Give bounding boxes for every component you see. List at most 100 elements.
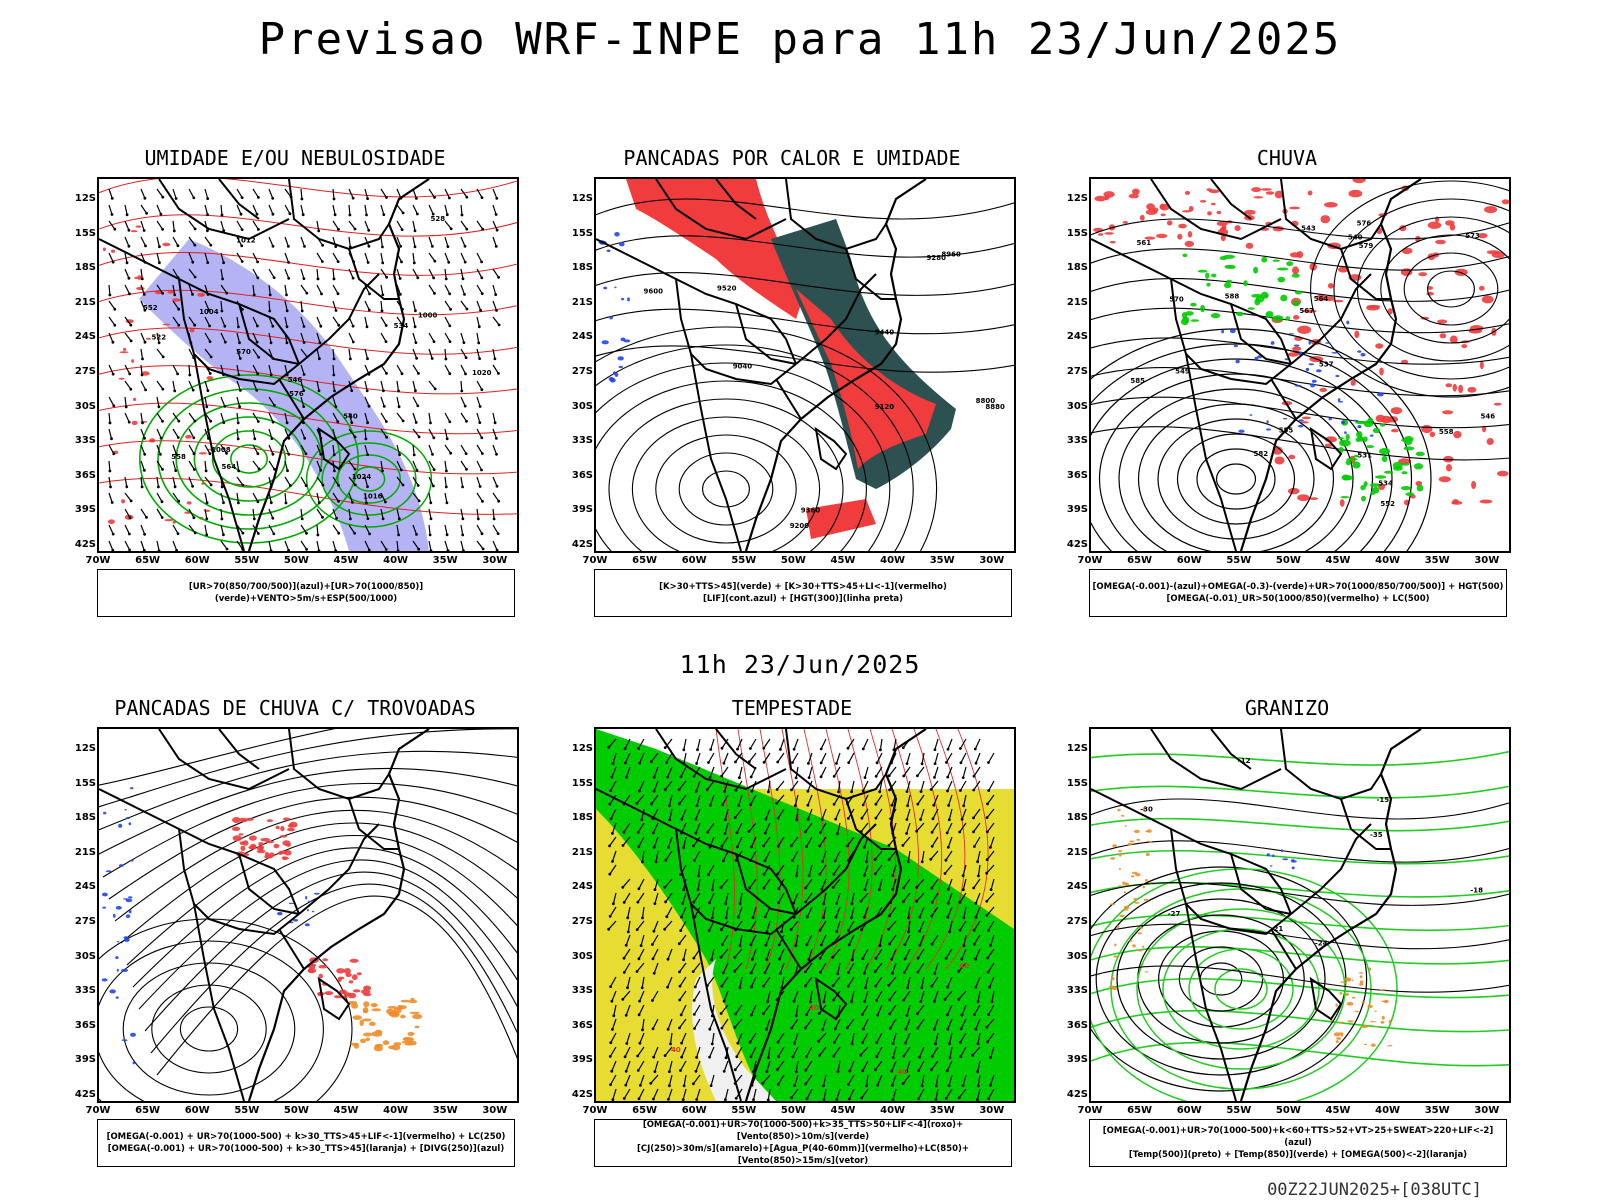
longitude-tick-label: 55W xyxy=(1226,555,1252,566)
longitude-tick-label: 45W xyxy=(830,555,856,566)
contour-label: 40 xyxy=(809,1004,819,1012)
contour-label: 552 xyxy=(143,304,158,312)
legend-line: [OMEGA(-0.001)+UR>70(1000-500)+k>35_TTS>… xyxy=(642,1120,964,1142)
latitude-tick-label: 30S xyxy=(571,950,593,962)
legend-line: [Temp(500)](preto) + [Temp(850)](verde) … xyxy=(1128,1150,1468,1160)
contour-label: 1012 xyxy=(236,236,256,244)
latitude-tick-label: 36S xyxy=(1066,1019,1088,1031)
longitude-tick-label: 35W xyxy=(929,1105,955,1116)
longitude-tick-label: 30W xyxy=(979,555,1005,566)
contour-label: -15 xyxy=(1377,796,1390,804)
longitude-tick-label: 60W xyxy=(681,1105,707,1116)
forecast-run-label: 00Z22JUN2025+[038UTC] xyxy=(1267,1180,1482,1200)
forecast-map: 1016 1012 1008 1004 1000 1024 1020 570 576 564 558… xyxy=(97,177,519,553)
contour-label: 9360 xyxy=(801,507,821,515)
latitude-tick-label: 27S xyxy=(571,366,593,377)
contour-label: -27 xyxy=(1168,910,1181,918)
longitude-tick-label: 70W xyxy=(1077,555,1103,566)
latitude-tick-label: 12S xyxy=(571,193,593,204)
longitude-tick-label: 65W xyxy=(135,1105,161,1116)
latitude-tick-label: 36S xyxy=(74,1019,96,1031)
forecast-map xyxy=(97,727,519,1103)
contour-label: -18 xyxy=(1470,887,1483,895)
latitude-tick-label: 42S xyxy=(1066,539,1088,550)
latitude-tick-label: 24S xyxy=(74,331,96,343)
latitude-tick-label: 42S xyxy=(74,1089,96,1100)
panel-chuva: CHUVA 588 585 582 579 576 573 570 567 564 561 558 55… xyxy=(1052,146,1522,636)
latitude-tick-label: 33S xyxy=(571,435,593,447)
latitude-tick-label: 42S xyxy=(571,1089,593,1100)
latitude-tick-label: 12S xyxy=(1066,743,1088,754)
latitude-tick-label: 42S xyxy=(74,539,96,550)
legend-line: [OMEGA(-0.001)-(azul)+OMEGA(-0.3)-(verde… xyxy=(1092,582,1504,592)
latitude-tick-label: 24S xyxy=(1066,331,1088,343)
latitude-tick-label: 39S xyxy=(571,504,593,516)
latitude-tick-label: 33S xyxy=(1066,435,1088,447)
legend-line: [OMEGA(-0.001)+UR>70(1000-500)+k<60+TTS>… xyxy=(1102,1126,1494,1148)
longitude-tick-label: 45W xyxy=(333,555,359,566)
contour-label: 1020 xyxy=(472,369,492,377)
contour-label: 531 xyxy=(1357,452,1372,460)
contour-label: 1024 xyxy=(352,473,372,481)
panel-trovoadas: PANCADAS DE CHUVA C/ TROVOADAS 12S 15S 18S 2… xyxy=(60,696,530,1186)
main-title: Previsao WRF-INPE para 11h 23/Jun/2025 xyxy=(258,14,1342,65)
contour-label: 576 xyxy=(289,390,304,398)
latitude-tick-label: 36S xyxy=(1066,469,1088,481)
contour-label: 558 xyxy=(171,453,186,461)
latitude-tick-label: 42S xyxy=(571,539,593,550)
latitude-tick-label: 39S xyxy=(1066,504,1088,516)
longitude-tick-label: 60W xyxy=(681,555,707,566)
latitude-tick-label: 42S xyxy=(1066,1089,1088,1100)
legend-line: [CJ(250)>30m/s](amarelo)+[Agua_P(40-60mm… xyxy=(636,1144,970,1166)
longitude-tick-label: 35W xyxy=(1424,555,1450,566)
contour-label: 534 xyxy=(394,322,409,330)
longitude-tick-label: 55W xyxy=(234,555,260,566)
latitude-tick-label: 15S xyxy=(74,227,96,239)
map-canvas: -12 -15 -18 -21 -24 -27 -30 -35 xyxy=(1091,729,1509,1101)
latitude-tick-label: 30S xyxy=(1066,400,1088,412)
latitude-tick-label: 24S xyxy=(1066,881,1088,893)
legend-line: [UR>70(850/700/500)](azul)+[UR>70(1000/8… xyxy=(188,582,424,604)
longitude-tick-label: 30W xyxy=(1474,1105,1500,1116)
legend-line: [LIF](cont.azul) + [HGT(300)](linha pret… xyxy=(702,594,904,604)
latitude-tick-label: 24S xyxy=(571,331,593,343)
contour-label: -21 xyxy=(1271,925,1284,933)
latitude-tick-label: 27S xyxy=(1066,916,1088,927)
longitude-tick-label: 65W xyxy=(135,555,161,566)
latitude-tick-label: 36S xyxy=(571,469,593,481)
longitude-tick-label: 40W xyxy=(383,1105,409,1116)
latitude-tick-label: 39S xyxy=(74,504,96,516)
longitude-tick-label: 50W xyxy=(283,555,309,566)
contour-label: 522 xyxy=(152,333,167,341)
longitude-tick-label: 70W xyxy=(1077,1105,1103,1116)
longitude-tick-label: 35W xyxy=(1424,1105,1450,1116)
forecast-map: 40 40 40 40 xyxy=(594,727,1016,1103)
latitude-tick-label: 27S xyxy=(1066,366,1088,377)
panel-legend: [UR>70(850/700/500)](azul)+[UR>70(1000/8… xyxy=(97,569,515,617)
latitude-tick-label: 39S xyxy=(571,1054,593,1066)
panel-title: UMIDADE E/OU NEBULOSIDADE xyxy=(144,146,446,170)
contour-label: 9520 xyxy=(717,284,737,292)
panel-title: PANCADAS POR CALOR E UMIDADE xyxy=(623,146,961,170)
longitude-tick-label: 60W xyxy=(184,1105,210,1116)
contour-label: 540 xyxy=(1348,233,1363,241)
contour-label: 1016 xyxy=(363,492,383,500)
map-canvas: 40 40 40 40 xyxy=(596,729,1014,1101)
contour-label: 40 xyxy=(898,1068,908,1076)
contour-label: 573 xyxy=(1465,232,1480,240)
latitude-tick-label: 21S xyxy=(74,846,96,858)
latitude-tick-label: 39S xyxy=(74,1054,96,1066)
latitude-tick-label: 24S xyxy=(74,881,96,893)
contour-label: 564 xyxy=(222,463,237,471)
longitude-tick-label: 65W xyxy=(1127,1105,1153,1116)
latitude-tick-label: 30S xyxy=(571,400,593,412)
longitude-tick-label: 35W xyxy=(432,1105,458,1116)
latitude-tick-label: 24S xyxy=(571,881,593,893)
latitude-tick-label: 12S xyxy=(74,743,96,754)
longitude-tick-label: 70W xyxy=(582,1105,608,1116)
contour-label: 567 xyxy=(1299,307,1314,315)
latitude-tick-label: 33S xyxy=(74,435,96,447)
contour-label: 585 xyxy=(1130,377,1145,385)
latitude-tick-label: 21S xyxy=(1066,296,1088,308)
panel-legend: [OMEGA(-0.001)+UR>70(1000-500)+k<60+TTS>… xyxy=(1089,1119,1507,1167)
